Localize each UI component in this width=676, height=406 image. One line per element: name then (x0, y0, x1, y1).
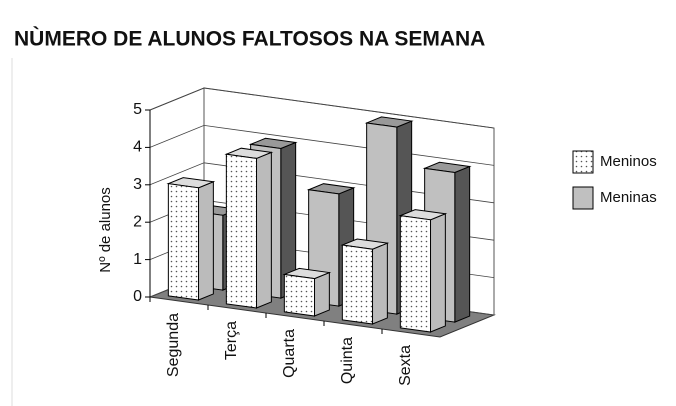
bar-side (314, 271, 330, 317)
legend-label: Meninas (600, 189, 657, 206)
y-tick-label: 2 (133, 213, 142, 230)
bar-front (167, 183, 200, 301)
bar-side (430, 213, 446, 333)
x-tick-label: Segunda (165, 313, 182, 377)
bar-side (198, 181, 214, 301)
bar (224, 147, 274, 309)
x-tick-label: Terça (223, 321, 240, 360)
y-tick-label: 5 (133, 101, 142, 118)
bar-side (372, 242, 388, 325)
y-tick-label: 3 (133, 176, 142, 193)
bar-side (256, 151, 272, 309)
chart-title: NÙMERO DE ALUNOS FALTOSOS NA SEMANA (14, 27, 485, 51)
x-tick-label: Quinta (339, 337, 356, 384)
bar-front (399, 215, 432, 333)
legend-swatch (572, 186, 594, 210)
y-tick-label: 4 (133, 139, 142, 156)
y-tick-label: 0 (133, 288, 142, 305)
y-tick-label: 1 (133, 251, 142, 268)
legend-swatch (572, 150, 594, 174)
bar (340, 238, 390, 325)
bar (398, 209, 448, 333)
grid-line (149, 87, 495, 129)
bar (166, 177, 216, 301)
y-axis-label: Nº de alunos (97, 187, 114, 273)
bar-side (454, 165, 471, 323)
bar-front (283, 273, 316, 317)
x-tick-label: Quarta (281, 329, 298, 378)
legend-label: Meninos (600, 153, 657, 170)
bar (282, 267, 332, 317)
x-tick-label: Sexta (397, 345, 414, 386)
bar-front (225, 153, 258, 309)
bar-front (341, 244, 374, 325)
